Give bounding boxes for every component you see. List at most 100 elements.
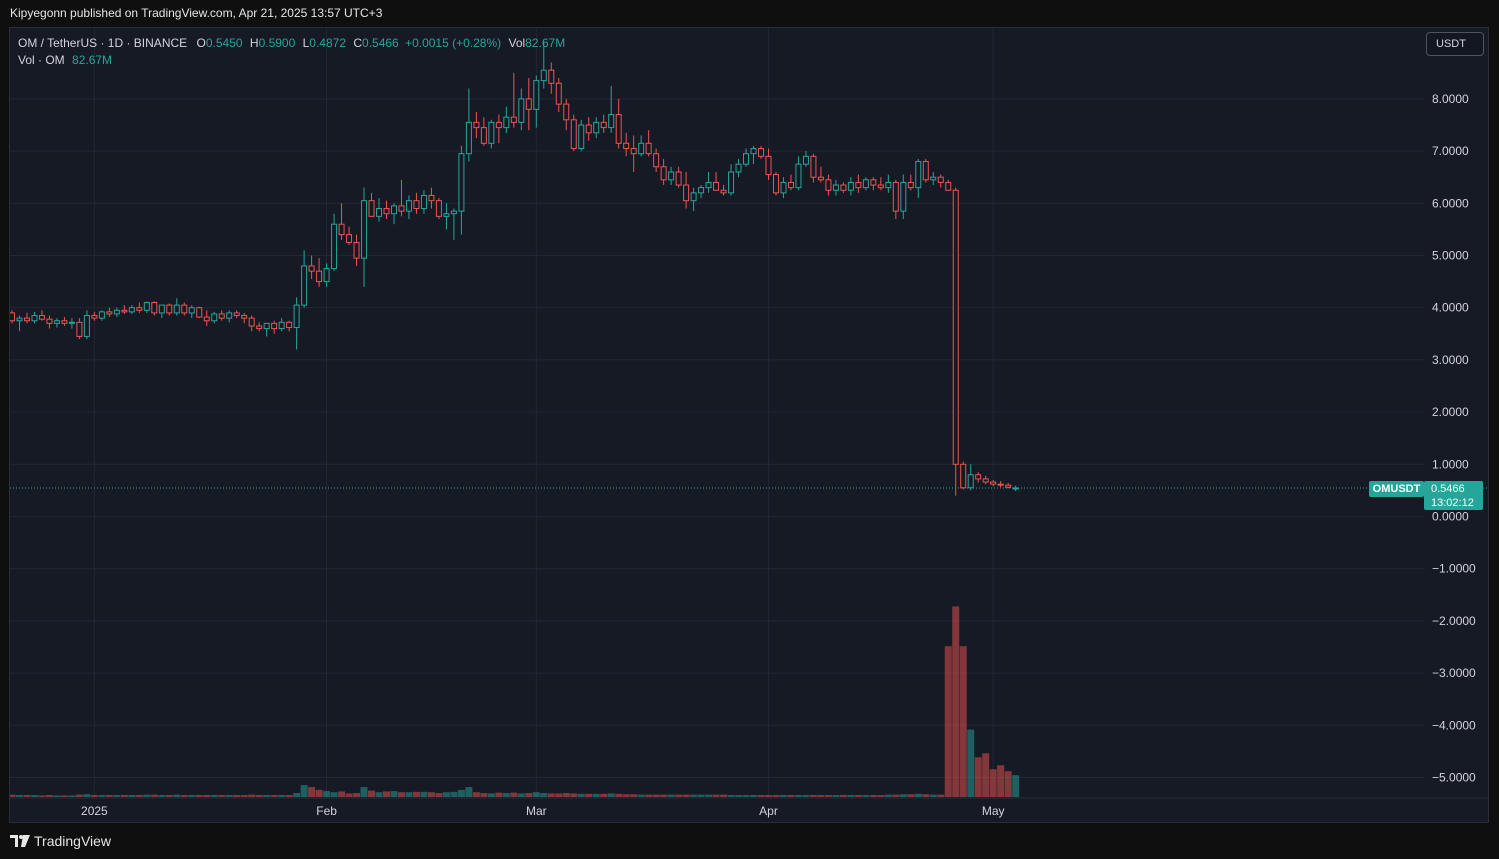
- candle-body: [383, 208, 390, 215]
- candle-body: [840, 184, 847, 191]
- legend-low-value: 0.4872: [309, 36, 346, 50]
- volume-bar: [68, 795, 76, 797]
- candle-body: [772, 174, 779, 194]
- volume-bar: [10, 794, 16, 797]
- footer-brand: TradingView: [34, 833, 112, 849]
- volume-bar: [480, 793, 488, 797]
- volume-bar: [974, 757, 982, 797]
- volume-bar: [1012, 775, 1020, 797]
- candle-body: [705, 181, 712, 189]
- volume-bar: [293, 793, 301, 797]
- candle-body: [660, 166, 667, 181]
- candle-body: [765, 155, 772, 176]
- candle-body: [271, 322, 278, 330]
- publish-info: Kipyegonn published on TradingView.com, …: [10, 6, 383, 20]
- volume-bar: [794, 795, 802, 797]
- volume-bar: [173, 794, 181, 797]
- candle-body: [473, 121, 480, 129]
- volume-bar: [967, 729, 975, 797]
- volume-bar: [203, 795, 211, 797]
- volume-bar: [952, 606, 960, 797]
- volume-bar: [427, 792, 435, 797]
- candle-body: [540, 69, 547, 82]
- candle-body: [997, 483, 1004, 486]
- price-tick-label: 6.0000: [1432, 196, 1469, 210]
- candle-body: [982, 478, 989, 483]
- candle-body: [615, 114, 622, 144]
- volume-bar: [457, 789, 465, 797]
- candle-body: [38, 315, 45, 320]
- volume-bar: [959, 646, 967, 797]
- volume-bar: [757, 795, 765, 797]
- volume-bar: [98, 795, 106, 797]
- candle-body: [585, 124, 592, 134]
- candle-body: [53, 320, 60, 324]
- candle-body: [226, 312, 233, 319]
- volume-bar: [832, 795, 840, 797]
- candle-body: [435, 200, 442, 217]
- candle-body: [900, 181, 907, 212]
- candle-body: [248, 317, 255, 327]
- volume-bar: [383, 791, 390, 797]
- candle-body: [795, 163, 802, 189]
- time-tick-label: Mar: [526, 804, 547, 818]
- candle-body: [570, 119, 577, 149]
- volume-bar: [562, 793, 570, 797]
- volume-bar: [360, 787, 368, 797]
- volume-bar: [75, 794, 83, 797]
- volume-bar: [937, 794, 945, 797]
- candle-body: [802, 155, 809, 165]
- volume-bar: [944, 646, 952, 797]
- candle-body: [323, 268, 330, 283]
- volume-bar: [263, 795, 271, 797]
- volume-bar: [675, 794, 683, 797]
- volume-bar: [622, 794, 630, 797]
- candle-body: [241, 315, 248, 319]
- time-tick-label: May: [982, 804, 1005, 818]
- volume-bar: [982, 753, 990, 797]
- candle-body: [645, 142, 652, 155]
- volume-bar: [517, 793, 525, 797]
- legend-symbol[interactable]: OM / TetherUS · 1D · BINANCE: [18, 36, 188, 50]
- candle-body: [23, 317, 30, 322]
- volume-bar: [60, 795, 68, 797]
- candle-body: [600, 121, 607, 129]
- time-tick-label: Apr: [759, 804, 778, 818]
- currency-button[interactable]: USDT: [1426, 32, 1484, 56]
- candle-body: [338, 223, 345, 236]
- volume-indicator-label[interactable]: Vol · OM: [18, 53, 65, 67]
- volume-bar: [345, 793, 353, 797]
- tradingview-footer[interactable]: TradingView: [10, 833, 111, 849]
- last-price-tag: 0.5466 13:02:12: [1424, 481, 1483, 510]
- candle-body: [593, 121, 600, 134]
- price-tick-label: 2.0000: [1432, 405, 1469, 419]
- candle-body: [758, 147, 764, 157]
- volume-bar: [997, 765, 1005, 797]
- time-axis: 2025 Feb Mar Apr May: [81, 804, 1004, 818]
- candle-body: [870, 179, 877, 186]
- candle-body: [316, 270, 323, 283]
- candle-body: [151, 301, 158, 314]
- volume-bar: [847, 795, 855, 797]
- candle-body: [862, 179, 869, 189]
- candle-body: [832, 184, 839, 191]
- legend-low-label: L: [302, 36, 310, 50]
- volume-bar: [158, 795, 166, 797]
- candlestick-chart[interactable]: 8.0000 7.0000 6.0000 5.0000 4.0000 3.0000 2.00…: [10, 28, 1488, 822]
- candle-body: [960, 463, 967, 489]
- candle-body: [203, 316, 210, 322]
- chart-frame[interactable]: 8.0000 7.0000 6.0000 5.0000 4.0000 3.0000 2.00…: [9, 27, 1489, 823]
- price-tick-label: 4.0000: [1432, 301, 1469, 315]
- candle-body: [503, 116, 510, 129]
- volume-bar: [487, 793, 495, 797]
- candle-body: [76, 321, 83, 337]
- candle-body: [181, 304, 188, 314]
- candle-body: [16, 317, 23, 322]
- candle-body: [518, 98, 525, 123]
- volume-bar: [884, 794, 892, 797]
- time-tick-label: Feb: [316, 804, 337, 818]
- volume-bar: [592, 793, 600, 797]
- volume-bar: [922, 794, 930, 797]
- candle-body: [787, 181, 794, 189]
- candle-body: [465, 121, 472, 155]
